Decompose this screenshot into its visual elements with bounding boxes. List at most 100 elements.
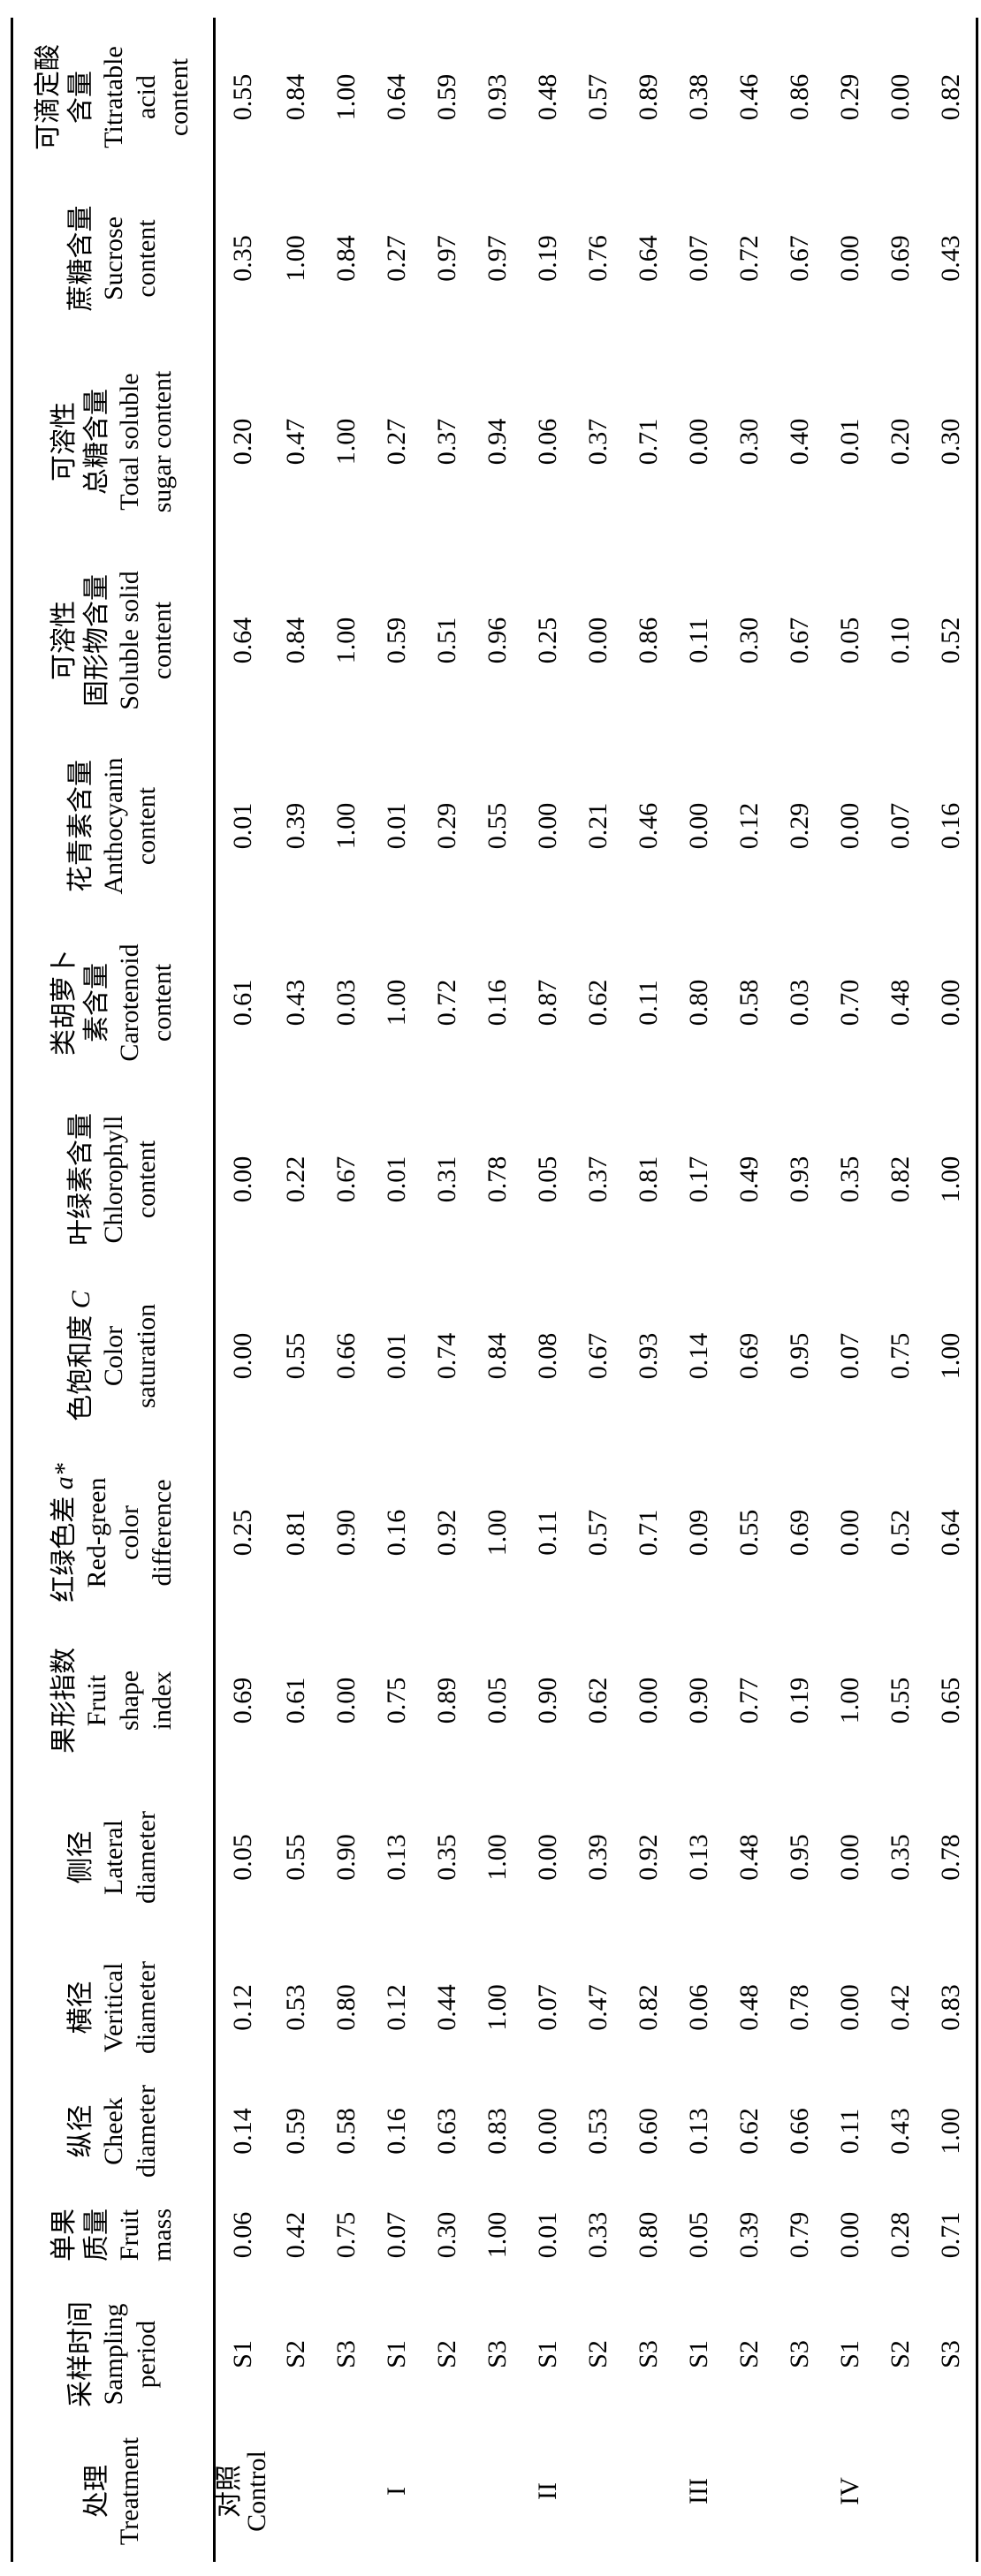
value-cell-total-soluble-sugar-content: 0.40: [784, 418, 814, 466]
value-cell-anthocyanin-content: 1.00: [331, 802, 361, 850]
treatment-cell: 对照 Control: [215, 2421, 271, 2562]
value-cell-chlorophyll-content: 0.37: [582, 1155, 612, 1203]
value-cell-anthocyanin-content: 0.00: [532, 802, 562, 850]
value-cell-sucrose-content: 0.72: [734, 235, 764, 282]
value-cell-anthocyanin-content: 0.00: [834, 802, 864, 850]
value-cell-red-green-color-difference: 0.11: [532, 1510, 562, 1556]
value-cell-total-soluble-sugar-content: 0.20: [228, 418, 257, 466]
value-cell-anthocyanin-content: 0.12: [734, 802, 764, 850]
sampling-period-cell: S1: [834, 2340, 864, 2368]
value-cell-chlorophyll-content: 0.01: [381, 1155, 411, 1203]
value-cell-titratable-acid-content: 0.93: [482, 73, 512, 121]
header-line: 色饱和度 C: [65, 1291, 95, 1421]
treatment-cell: II: [522, 2421, 573, 2562]
table-row: 对照 Control S1 0.06 0.14 0.12 0.05 0.69 0.25 0.00 0…: [215, 18, 271, 2562]
header-line: content: [131, 1140, 161, 1219]
value-cell-red-green-color-difference: 0.81: [280, 1509, 310, 1557]
header-line: 素含量: [82, 963, 111, 1042]
value-cell-sucrose-content: 0.67: [784, 235, 814, 282]
value-cell-sucrose-content: 0.69: [885, 235, 915, 282]
value-cell-fruit-mass: 0.05: [683, 2211, 713, 2259]
value-cell-chlorophyll-content: 0.81: [633, 1155, 663, 1203]
value-cell-titratable-acid-content: 0.59: [431, 73, 461, 121]
header-line: diameter: [131, 1961, 161, 2054]
header-line: 类胡萝卜: [49, 950, 79, 1056]
treatment-cell: [321, 2421, 371, 2562]
value-cell-sucrose-content: 0.97: [482, 235, 512, 282]
value-cell-cheek-diameter: 1.00: [935, 2108, 965, 2155]
value-cell-carotenoid-content: 0.03: [784, 979, 814, 1027]
treatment-cell: I: [371, 2421, 422, 2562]
value-cell-lateral-diameter: 0.00: [834, 1834, 864, 1881]
value-cell-soluble-solid-content: 0.86: [633, 617, 663, 664]
col-header-titratable-acid-content: 可滴定酸 含量 Titratable acid content: [11, 18, 215, 177]
header-line: Color: [98, 1325, 128, 1387]
header-line: 叶绿素含量: [65, 1113, 95, 1246]
value-cell-anthocyanin-content: 0.07: [885, 802, 915, 850]
value-cell-total-soluble-sugar-content: 0.20: [885, 418, 915, 466]
table-row: S2 0.42 0.59 0.53 0.55 0.61 0.81 0.55 0.22 0.43 0.…: [270, 18, 321, 2562]
col-header-treatment: 处理 Treatment: [11, 2421, 215, 2562]
treatment-label: I: [382, 2487, 411, 2496]
header-line: mass: [148, 2209, 177, 2262]
value-cell-lateral-diameter: 0.90: [331, 1834, 361, 1881]
value-cell-fruit-mass: 0.28: [885, 2211, 915, 2259]
value-cell-carotenoid-content: 0.62: [582, 979, 612, 1027]
header-line: 侧径: [65, 1830, 95, 1884]
value-cell-total-soluble-sugar-content: 0.47: [280, 418, 310, 466]
treatment-label: IV: [835, 2477, 864, 2505]
treatment-label: 对照: [215, 2465, 244, 2518]
value-cell-veritical-diameter: 0.53: [280, 1984, 310, 2031]
value-cell-fruit-mass: 0.39: [734, 2211, 764, 2259]
value-cell-cheek-diameter: 0.59: [280, 2108, 310, 2155]
value-cell-chlorophyll-content: 1.00: [935, 1155, 965, 1203]
value-cell-veritical-diameter: 0.00: [834, 1984, 864, 2031]
header-line: acid: [131, 75, 161, 119]
value-cell-cheek-diameter: 0.66: [784, 2108, 814, 2155]
value-cell-fruit-shape-index: 0.75: [381, 1677, 411, 1724]
value-cell-total-soluble-sugar-content: 0.30: [935, 418, 965, 466]
col-header-color-saturation: 色饱和度 C Color saturation: [11, 1268, 215, 1444]
value-cell-sucrose-content: 0.97: [431, 235, 461, 282]
value-cell-veritical-diameter: 0.83: [935, 1984, 965, 2031]
value-cell-titratable-acid-content: 0.89: [633, 73, 663, 121]
treatment-cell: [270, 2421, 321, 2562]
value-cell-soluble-solid-content: 0.25: [532, 617, 562, 664]
value-cell-soluble-solid-content: 1.00: [331, 617, 361, 664]
value-cell-anthocyanin-content: 0.55: [482, 802, 512, 850]
value-cell-titratable-acid-content: 0.48: [532, 73, 562, 121]
col-header-chlorophyll-content: 叶绿素含量 Chlorophyll content: [11, 1091, 215, 1268]
sampling-period-cell: S1: [381, 2340, 411, 2368]
value-cell-cheek-diameter: 0.13: [683, 2108, 713, 2155]
table-row: S3 0.79 0.66 0.78 0.95 0.19 0.69 0.95 0.93 0.03 0.…: [774, 18, 825, 2562]
value-cell-red-green-color-difference: 0.09: [683, 1509, 713, 1557]
value-cell-titratable-acid-content: 0.84: [280, 73, 310, 121]
value-cell-titratable-acid-content: 0.00: [885, 73, 915, 121]
value-cell-fruit-mass: 0.06: [228, 2211, 257, 2259]
sampling-period-cell: S3: [633, 2340, 663, 2368]
value-cell-soluble-solid-content: 0.59: [381, 617, 411, 664]
value-cell-lateral-diameter: 0.35: [431, 1834, 461, 1881]
header-line: Titratable: [98, 46, 128, 148]
value-cell-lateral-diameter: 0.00: [532, 1834, 562, 1881]
sampling-period-cell: S3: [784, 2340, 814, 2368]
value-cell-fruit-mass: 0.30: [431, 2211, 461, 2259]
value-cell-carotenoid-content: 0.70: [834, 979, 864, 1027]
value-cell-sucrose-content: 0.35: [228, 235, 257, 282]
value-cell-color-saturation: 0.08: [532, 1332, 562, 1380]
value-cell-lateral-diameter: 0.13: [683, 1834, 713, 1881]
value-cell-veritical-diameter: 0.80: [331, 1984, 361, 2031]
value-cell-fruit-mass: 0.71: [935, 2211, 965, 2259]
value-cell-veritical-diameter: 1.00: [482, 1984, 512, 2031]
value-cell-carotenoid-content: 0.43: [280, 979, 310, 1027]
header-line: Carotenoid: [115, 943, 144, 1062]
value-cell-anthocyanin-content: 0.01: [228, 802, 257, 850]
table-row: IV S1 0.00 0.11 0.00 0.00 1.00 0.00 0.07 0.35 0.70…: [825, 18, 875, 2562]
header-line: index: [148, 1671, 177, 1731]
value-cell-cheek-diameter: 0.43: [885, 2108, 915, 2155]
table-row: S3 0.71 1.00 0.83 0.78 0.65 0.64 1.00 1.00 0.00 0.…: [925, 18, 977, 2562]
value-cell-fruit-shape-index: 0.90: [683, 1677, 713, 1724]
table-row: S2 0.33 0.53 0.47 0.39 0.62 0.57 0.67 0.37 0.62 0.…: [573, 18, 623, 2562]
table-row: S2 0.28 0.43 0.42 0.35 0.55 0.52 0.75 0.82 0.48 0.…: [875, 18, 925, 2562]
